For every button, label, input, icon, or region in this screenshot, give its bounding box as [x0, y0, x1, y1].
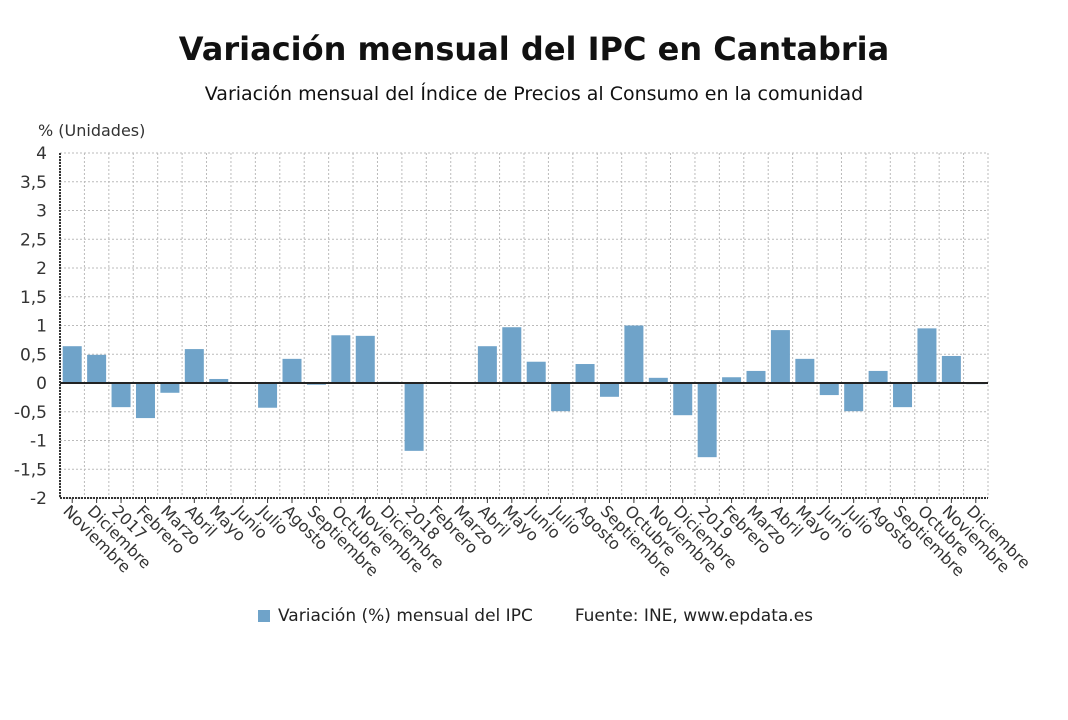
y-tick-label: 4	[36, 144, 47, 164]
bar	[722, 377, 742, 383]
bar	[87, 354, 107, 383]
source-text: Fuente: INE, www.epdata.es	[574, 606, 814, 626]
legend: Variación (%) mensual del IPC Fuente: IN…	[258, 606, 813, 626]
bar	[868, 370, 888, 383]
chart-subtitle: Variación mensual del Índice de Precios …	[204, 83, 864, 105]
bar	[111, 383, 131, 408]
y-tick-label: -0,5	[14, 403, 47, 423]
bar	[477, 346, 497, 383]
legend-label: Variación (%) mensual del IPC	[278, 606, 533, 626]
bar	[575, 364, 595, 383]
bar	[282, 358, 302, 383]
bar	[184, 349, 204, 383]
y-tick-label: -1	[30, 432, 47, 452]
y-tick-label: 2,5	[20, 230, 47, 250]
bar	[331, 335, 351, 383]
bar	[355, 335, 375, 383]
bar	[551, 383, 571, 412]
bar	[697, 383, 717, 458]
bar	[893, 383, 913, 408]
bar	[941, 355, 961, 383]
y-tick-label: 2	[36, 259, 47, 279]
bar	[258, 383, 278, 408]
bar	[502, 327, 522, 383]
bar	[795, 358, 815, 383]
y-tick-label: -1,5	[14, 460, 47, 480]
bar	[673, 383, 693, 416]
bar	[160, 383, 180, 393]
y-tick-label: 1,5	[20, 288, 47, 308]
bar	[135, 383, 155, 419]
bar	[770, 330, 790, 383]
y-tick-label: 1	[36, 317, 47, 337]
bar	[62, 346, 82, 383]
chart-title: Variación mensual del IPC en Cantabria	[178, 30, 890, 68]
y-tick-label: 0,5	[20, 345, 47, 365]
y-axis-label: % (Unidades)	[38, 121, 145, 140]
bar	[599, 383, 619, 397]
y-tick-label: -2	[30, 489, 47, 509]
bar	[404, 383, 424, 451]
bar	[648, 377, 668, 383]
bar	[209, 378, 229, 383]
bar	[624, 325, 644, 383]
y-tick-label: 3,5	[20, 173, 47, 193]
bar	[819, 383, 839, 396]
bar	[746, 370, 766, 383]
bar	[526, 361, 546, 383]
legend-swatch	[258, 610, 270, 622]
y-tick-label: 0	[36, 374, 47, 394]
bar	[917, 328, 937, 383]
y-tick-label: 3	[36, 202, 47, 222]
bar	[844, 383, 864, 412]
